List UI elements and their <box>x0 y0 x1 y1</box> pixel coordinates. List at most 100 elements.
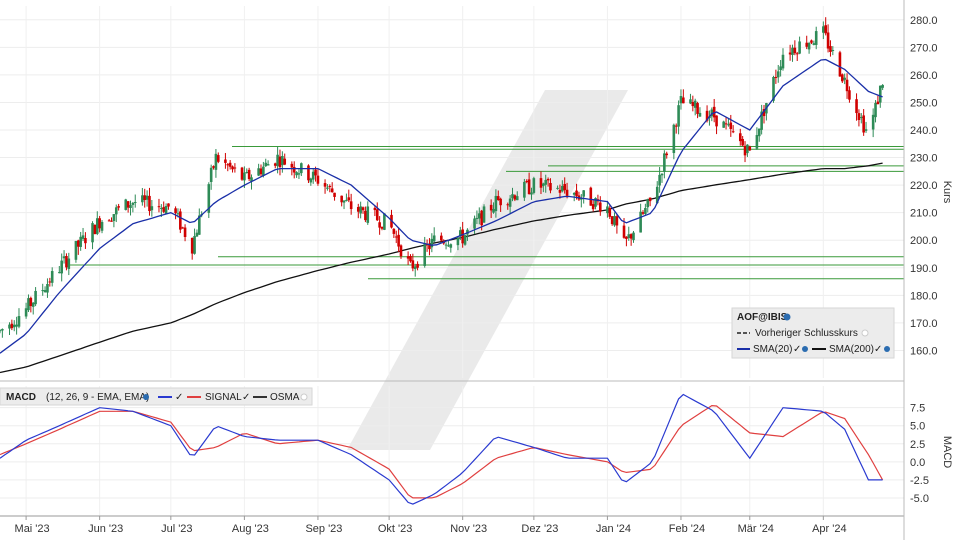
candle-body <box>17 316 21 327</box>
macd-y-tick: -5.0 <box>910 493 929 505</box>
candle-body <box>0 330 2 332</box>
candle-body <box>523 181 526 198</box>
candle-body <box>100 221 104 231</box>
candle-body <box>65 256 68 268</box>
price-y-tick: 230.0 <box>910 153 938 165</box>
candle-body <box>871 114 875 130</box>
candle-body <box>696 103 699 114</box>
toggle-icon[interactable] <box>861 329 869 337</box>
settings-icon[interactable] <box>143 394 149 400</box>
candle-body <box>440 235 443 241</box>
x-tick-label: Dez '23 <box>521 523 558 535</box>
candle-body <box>829 46 832 52</box>
check-icon[interactable]: ✓ <box>175 392 183 403</box>
candle-body <box>513 195 517 200</box>
price-y-tick: 220.0 <box>910 180 938 192</box>
candle-body <box>729 122 733 129</box>
candle-body <box>110 220 113 222</box>
settings-icon[interactable] <box>783 313 791 321</box>
sma20-line <box>0 58 883 354</box>
candle-body <box>746 144 749 154</box>
candle-body <box>74 240 78 260</box>
candle-body <box>409 256 412 262</box>
check-icon[interactable]: ✓ <box>793 344 801 355</box>
settings-icon[interactable] <box>802 346 808 352</box>
candle-body <box>316 175 320 184</box>
candle-body <box>627 234 631 238</box>
legend-sma20: SMA(20) <box>753 344 792 355</box>
candle-body <box>682 97 685 104</box>
candle-body <box>508 198 512 207</box>
candle-body <box>195 232 199 237</box>
candle-body <box>731 131 735 133</box>
candle-body <box>776 71 780 78</box>
candle-body <box>722 121 725 128</box>
toggle-icon[interactable] <box>300 393 308 401</box>
candle-body <box>124 199 128 210</box>
candle-body <box>741 139 744 146</box>
candle-body <box>881 85 884 88</box>
candle-body <box>674 125 678 127</box>
candle-body <box>710 109 714 117</box>
settings-icon[interactable] <box>884 346 890 352</box>
candle-body <box>91 223 94 243</box>
candle-body <box>60 260 63 274</box>
candle-body <box>214 153 218 170</box>
legend-macd-params: (12, 26, 9 - EMA, EMA) <box>46 392 149 403</box>
candle-body <box>29 297 33 307</box>
candle-body <box>423 243 427 266</box>
candle-body <box>297 173 301 175</box>
candle-body <box>309 178 313 183</box>
candle-body <box>67 258 71 269</box>
candle-body <box>724 123 728 125</box>
price-y-tick: 170.0 <box>910 318 938 330</box>
candle-body <box>791 47 794 55</box>
candle-body <box>81 235 85 239</box>
candle-body <box>544 179 548 185</box>
price-y-tick: 260.0 <box>910 70 938 82</box>
candle-body <box>264 162 268 167</box>
candle-body <box>788 52 792 55</box>
candle-body <box>257 168 260 176</box>
candle-body <box>247 169 251 180</box>
candle-body <box>878 85 882 103</box>
candle-body <box>8 324 11 329</box>
candle-body <box>814 31 818 45</box>
price-y-tick: 180.0 <box>910 290 938 302</box>
price-y-tick: 270.0 <box>910 42 938 54</box>
candle-body <box>126 201 130 208</box>
candle-body <box>361 207 365 211</box>
candle-body <box>31 302 35 307</box>
candle-body <box>107 220 111 222</box>
candle-body <box>762 109 766 117</box>
candle-body <box>862 115 865 133</box>
candle-body <box>655 186 659 204</box>
candle-body <box>757 128 761 137</box>
candle-body <box>480 210 483 226</box>
candle-body <box>193 236 196 254</box>
candle-body <box>366 206 370 223</box>
price-grid <box>0 6 904 378</box>
candle-body <box>373 207 377 211</box>
check-icon[interactable]: ✓ <box>874 344 882 355</box>
candle-body <box>226 164 230 166</box>
x-tick-label: Sep '23 <box>305 523 342 535</box>
candle-body <box>133 202 137 204</box>
candle-body <box>176 213 180 215</box>
price-y-axis-title: Kurs <box>941 181 953 204</box>
candle-body <box>292 166 296 173</box>
candle-body <box>525 181 529 183</box>
candle-body <box>41 290 45 292</box>
candle-body <box>532 178 536 193</box>
candle-body <box>432 235 436 242</box>
candle-body <box>307 165 310 181</box>
candle-body <box>613 216 616 226</box>
candle-body <box>473 218 476 229</box>
candle-body <box>594 198 597 207</box>
candle-body <box>174 208 177 214</box>
candle-body <box>207 184 211 213</box>
candle-body <box>644 208 647 214</box>
candle-body <box>689 99 692 104</box>
candle-body <box>798 41 801 54</box>
check-icon[interactable]: ✓ <box>242 392 250 403</box>
